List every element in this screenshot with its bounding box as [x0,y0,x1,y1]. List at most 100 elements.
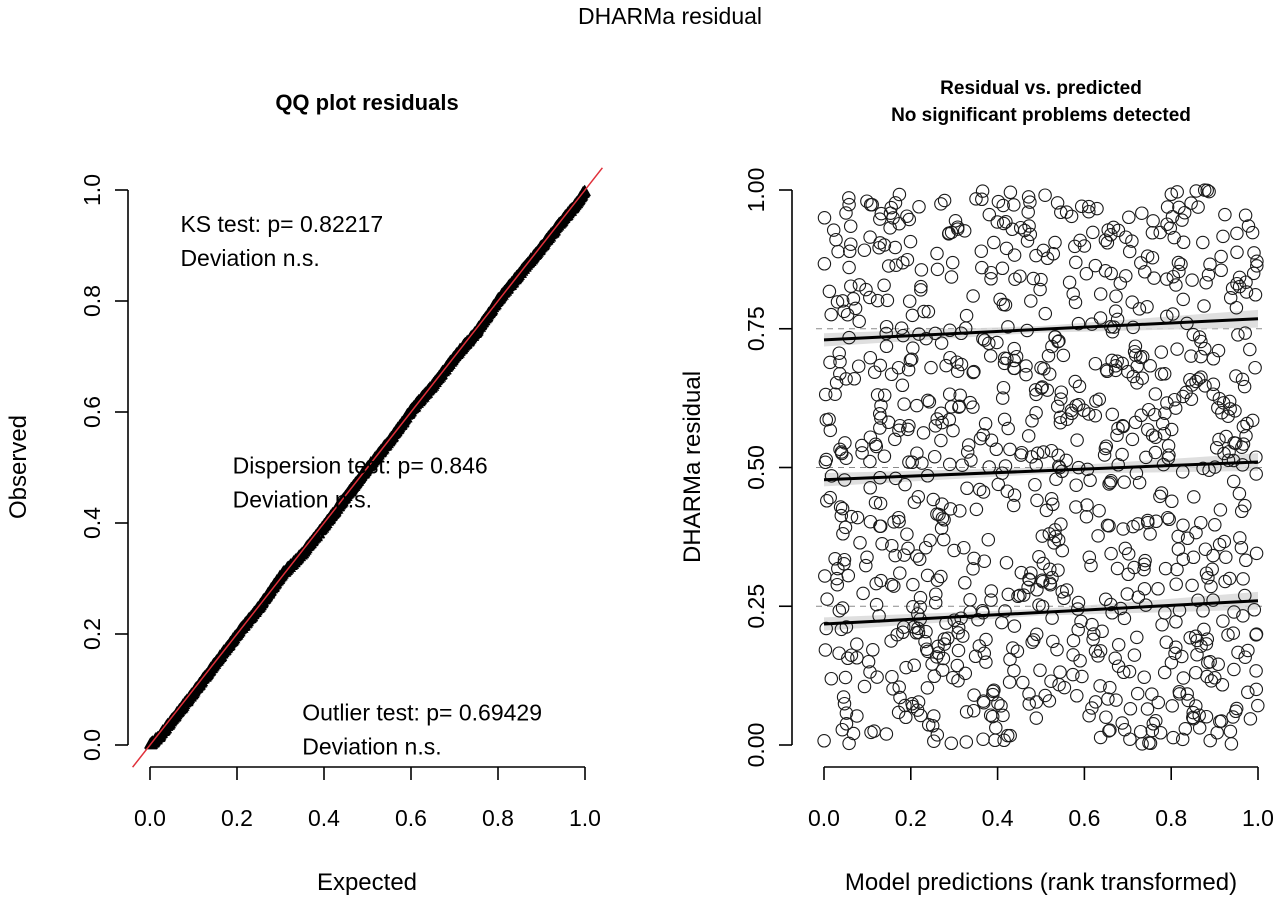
residual-point [1014,565,1029,580]
residual-point [1174,257,1188,272]
residual-point [1098,264,1113,278]
residual-point [1043,562,1057,577]
residual-point [835,722,850,737]
residual-point [1038,688,1052,703]
residual-point [1030,493,1044,508]
residual-point [837,552,852,567]
residual-point [1029,627,1044,642]
residual-point [1126,320,1140,335]
residual-point [1151,582,1165,596]
residual-point [921,718,936,732]
quantile-regression-line [823,317,1259,342]
residual-point [1014,448,1028,462]
residual-point [875,537,889,551]
residual-point [1226,626,1241,640]
residual-point [995,391,1010,405]
residual-point [1229,704,1243,719]
residual-point [1049,472,1063,486]
residual-point [1145,226,1160,240]
residual-point [867,365,882,379]
residual-point [1100,518,1115,533]
residual-y-axis-label: DHARMa residual [679,371,706,563]
residual-point [1221,453,1236,468]
residual-point [818,643,833,657]
residual-point [975,260,989,275]
residual-point [879,727,894,741]
residual-point [1201,268,1216,282]
residual-point [1034,272,1048,287]
residual-y-tick-label: 0.25 [743,584,769,629]
residual-point [927,449,942,464]
residual-point [824,469,839,483]
residual-point [942,226,956,240]
residual-point [857,243,872,257]
residual-point [900,209,914,223]
residual-point [957,224,972,238]
residual-point [1169,577,1183,591]
residual-point [1221,628,1235,642]
residual-point [1236,419,1251,434]
residual-point [943,502,958,516]
residual-point [1038,306,1053,321]
residual-point [1021,205,1035,219]
residual-point [832,346,846,360]
residual-point [1241,643,1255,658]
qq-x-tick-label: 1.0 [569,805,601,831]
residual-point [976,732,990,746]
residual-point [1068,295,1083,310]
residual-point [1229,369,1243,383]
residual-point [1247,246,1261,260]
residual-point [1143,736,1158,751]
residual-point [1057,591,1071,606]
residual-point [1151,695,1166,710]
residual-point [1105,353,1119,368]
residual-point [842,736,856,751]
residual-point [1069,398,1083,413]
residual-point [1033,663,1047,678]
residual-point [957,540,971,555]
residual-point [831,244,845,259]
residual-point [1214,714,1229,728]
residual-point [1178,722,1193,736]
residual-point [1068,374,1082,389]
residual-point [930,412,944,426]
residual-point [869,576,883,591]
residual-point [956,629,970,643]
residual-point [1241,219,1256,233]
residual-point [853,536,867,550]
residual-point [1125,295,1139,309]
residual-point [850,510,865,525]
residual-point [1121,547,1136,561]
residual-point [1001,320,1015,334]
residual-point [1175,213,1189,227]
residual-point [1241,685,1255,700]
residual-point [1223,291,1238,305]
residual-point [987,683,1001,697]
residual-point [1010,644,1025,658]
residual-point [1103,723,1117,737]
residual-point [1226,453,1241,468]
residual-point [1203,257,1217,272]
residual-point [1070,433,1084,447]
residual-point [1192,721,1207,735]
residual-point [887,579,901,593]
residual-point [1102,724,1116,738]
residual-point [1186,705,1200,720]
residual-point [947,613,962,627]
residual-point [1176,389,1190,404]
residual-point [1082,407,1096,421]
qq-x-tick-label: 0.8 [482,805,514,831]
residual-point [906,577,920,592]
residual-point [1143,527,1157,541]
residual-point [855,446,869,460]
residual-point [1135,349,1150,364]
residual-point [877,388,892,403]
residual-point [1176,292,1190,307]
residual-point [1126,369,1141,384]
residual-point [902,455,916,469]
residual-point [1050,399,1065,414]
residual-point [1201,655,1215,670]
residual-point [839,620,854,634]
residual-point [1021,190,1036,204]
residual-x-tick-label: 0.0 [808,805,840,831]
